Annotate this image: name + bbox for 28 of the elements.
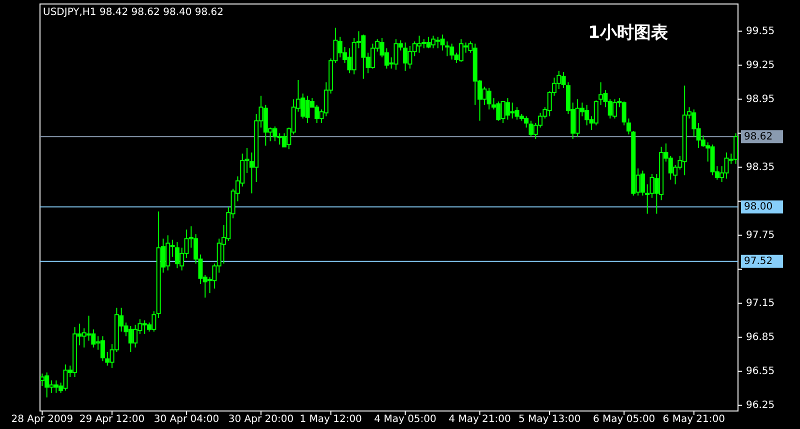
x-tick-label: 29 Apr 12:00 [79,414,145,425]
y-tick-label: 97.75 [746,230,775,242]
y-tick-label: 96.85 [746,332,775,344]
ref-line-label: 98.62 [744,131,773,142]
x-tick-label: 30 Apr 20:00 [228,414,294,425]
candlestick [403,42,408,72]
x-tick-label: 1 May 12:00 [300,414,362,425]
y-tick-label: 98.35 [746,162,775,173]
y-tick-label: 97.15 [746,298,775,310]
x-tick-label: 4 May 05:00 [374,414,436,425]
y-tick-label: 96.25 [746,400,775,412]
x-tick-label: 5 May 13:00 [518,414,581,425]
candlestick [598,82,604,106]
y-tick-label: 99.25 [746,60,775,71]
y-tick-label: 99.55 [746,26,775,37]
x-tick-label: 6 May 21:00 [662,414,726,425]
x-tick-label: 4 May 21:00 [448,414,511,425]
x-tick-label: 28 Apr 2009 [11,414,74,425]
y-tick-label: 96.55 [746,366,775,378]
ref-line-label: 98.00 [744,202,773,213]
annotation: 1小时图表 [588,23,669,43]
x-tick-label: 30 Apr 04:00 [154,414,220,425]
candlestick [640,170,645,196]
y-tick-label: 98.95 [746,94,775,105]
candlestick [100,336,105,362]
ref-line-label: 97.52 [744,256,773,268]
x-tick-label: 6 May 05:00 [592,414,656,425]
chart-title: USDJPY,H1 98.42 98.62 98.40 98.62 [43,7,224,18]
